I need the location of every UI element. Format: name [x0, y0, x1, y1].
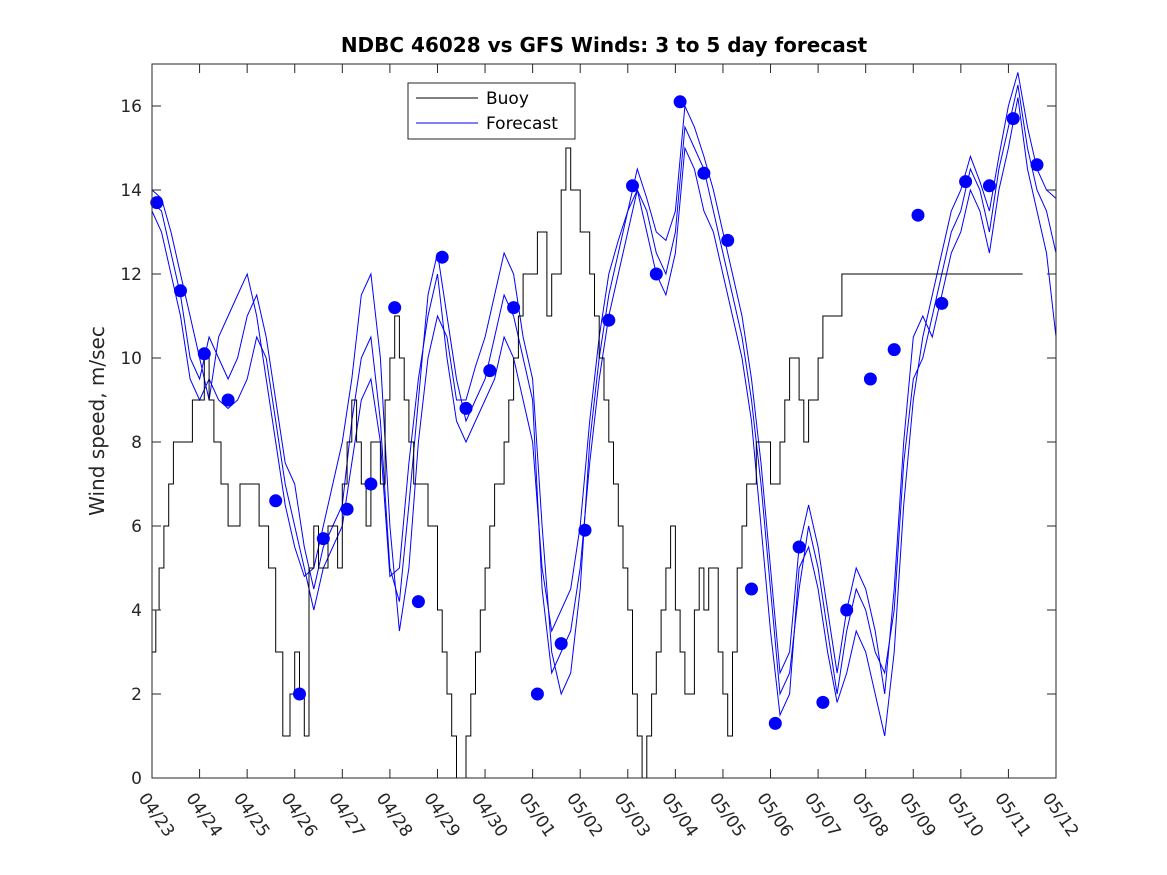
- y-tick-label: 10: [120, 349, 142, 369]
- y-tick-label: 16: [120, 97, 142, 117]
- forecast-marker: [578, 523, 592, 537]
- forecast-marker: [388, 301, 402, 315]
- forecast-marker: [316, 532, 330, 546]
- forecast-marker: [768, 716, 782, 730]
- forecast-marker: [1006, 112, 1020, 126]
- forecast-marker: [340, 502, 354, 516]
- forecast-marker: [792, 540, 806, 554]
- y-tick-label: 14: [120, 181, 142, 201]
- y-axis-label: Wind speed, m/sec: [85, 326, 109, 516]
- y-tick-label: 0: [131, 769, 142, 789]
- forecast-marker: [959, 175, 973, 189]
- forecast-marker: [269, 494, 283, 508]
- forecast-marker: [459, 401, 473, 415]
- forecast-marker: [197, 347, 211, 361]
- forecast-marker: [745, 582, 758, 596]
- forecast-marker: [174, 284, 187, 298]
- forecast-marker: [935, 296, 949, 310]
- forecast-marker: [435, 250, 449, 264]
- forecast-marker: [411, 595, 425, 609]
- forecast-line-1: [151, 84, 1057, 696]
- legend: Buoy Forecast: [407, 82, 576, 140]
- buoy-line: [152, 147, 1023, 779]
- chart-title: NDBC 46028 vs GFS Winds: 3 to 5 day fore…: [341, 33, 868, 57]
- forecast-marker: [911, 208, 925, 222]
- forecast-marker: [150, 196, 164, 210]
- forecast-marker: [863, 372, 877, 386]
- forecast-marker: [293, 687, 306, 701]
- forecast-marker: [364, 477, 378, 491]
- y-tick-label: 12: [120, 265, 142, 285]
- forecast-marker: [221, 393, 235, 407]
- legend-box: [407, 82, 576, 140]
- forecast-marker: [982, 179, 996, 193]
- forecast-marker: [507, 301, 521, 315]
- forecast-marker: [483, 364, 497, 378]
- axes-box: [151, 63, 1057, 779]
- forecast-marker: [673, 95, 687, 109]
- forecast-marker: [887, 343, 901, 357]
- forecast-marker: [840, 603, 854, 617]
- forecast-marker: [721, 233, 735, 247]
- y-tick-label: 2: [131, 685, 142, 705]
- forecast-marker: [816, 695, 830, 709]
- forecast-marker: [602, 313, 616, 327]
- forecast-marker: [697, 166, 711, 180]
- y-tick-label: 4: [131, 601, 142, 621]
- forecast-line-3: [151, 97, 1057, 695]
- forecast-line-2: [151, 72, 1057, 737]
- y-tick-label: 6: [131, 517, 142, 537]
- y-tick-label: 8: [131, 433, 142, 453]
- plot-area: [150, 72, 1057, 779]
- forecast-marker: [554, 637, 568, 651]
- forecast-marker: [530, 687, 544, 701]
- forecast-marker: [626, 179, 639, 193]
- legend-label-buoy: Buoy: [486, 89, 529, 109]
- legend-label-forecast: Forecast: [486, 114, 558, 134]
- forecast-marker: [1030, 158, 1044, 172]
- forecast-marker: [649, 267, 663, 281]
